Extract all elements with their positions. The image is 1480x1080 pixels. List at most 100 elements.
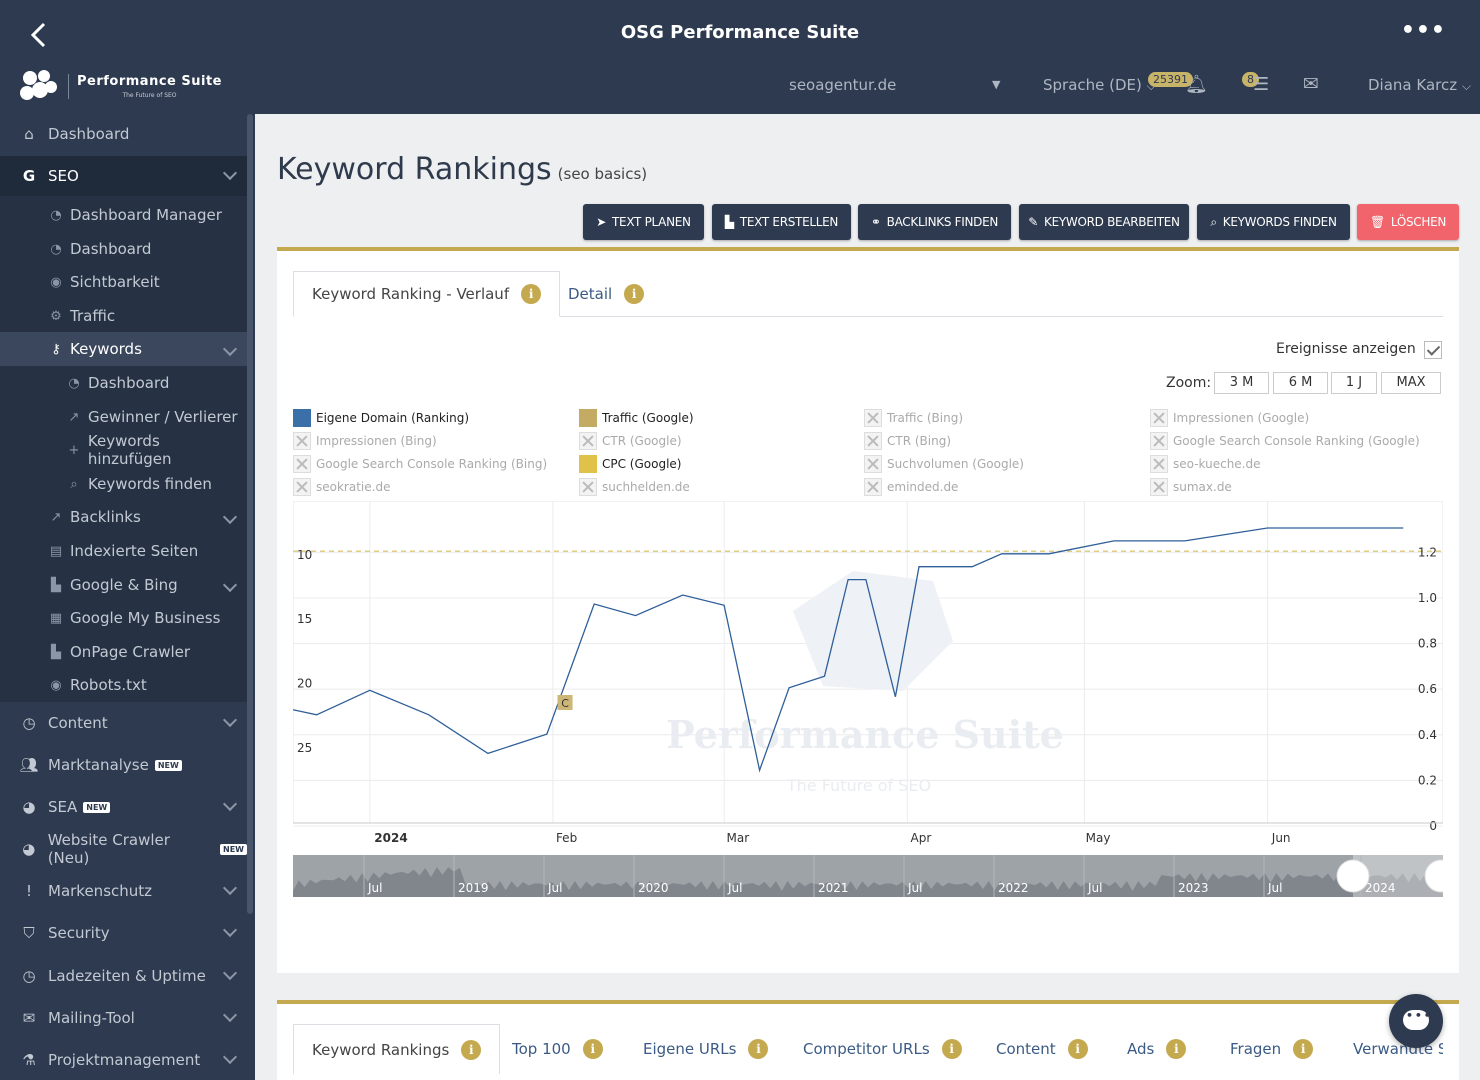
tab-keyword-rankings[interactable]: Keyword Rankings i [293,1024,501,1074]
info-icon[interactable]: i [1166,1039,1187,1059]
info-icon[interactable]: i [1293,1039,1314,1059]
navigator-label: Jul [907,881,922,895]
legend-disabled-icon [1150,478,1168,496]
bell-icon[interactable]: 🔔︎ [1185,74,1208,95]
sidebar-item-sea[interactable]: ◕ SEA NEW [0,787,247,827]
sidebar-item-markenschutz[interactable]: ! Markenschutz [0,871,247,911]
info-icon[interactable]: i [1067,1039,1088,1059]
user-menu[interactable]: Diana Karcz ⌵ [1368,76,1471,94]
sidebar-item-keywords-dashboard[interactable]: ◔ Dashboard [0,366,247,400]
legend-item[interactable]: Impressionen (Google) [1150,409,1309,427]
legend-item[interactable]: sumax.de [1150,478,1232,496]
chevron-down-icon [222,965,238,981]
back-button[interactable] [26,20,52,50]
language-select[interactable]: Sprache (DE) ⌵ [1043,76,1156,94]
tab-top-100[interactable]: Top 100 i [512,1024,603,1074]
sidebar-item-gewinner-verlierer[interactable]: ↗ Gewinner / Verlierer [0,400,247,434]
flask-icon: ⚗ [22,1051,36,1069]
sidebar-item-sichtbarkeit[interactable]: ◉ Sichtbarkeit [0,265,247,299]
mail-icon[interactable]: ✉ [1303,73,1319,95]
sidebar-item-indexierte-seiten[interactable]: ▤ Indexierte Seiten [49,542,199,560]
sidebar-item-security[interactable]: ⛉ Security [0,913,247,953]
series-line-eigene-domain [293,527,1404,773]
y-right-tick-label: 1.2 [1418,545,1437,559]
legend-item[interactable]: Google Search Console Ranking (Google) [1150,432,1420,450]
legend-label: CTR (Bing) [887,434,952,448]
more-options-button[interactable]: ••• [1400,18,1446,43]
legend-item[interactable]: CTR (Bing) [864,432,951,450]
domain-select[interactable]: seoagentur.de ▼ [789,76,1000,94]
sidebar-item-google-my-business[interactable]: ▦ Google My Business [49,609,221,627]
events-checkbox[interactable] [1424,341,1442,359]
logo[interactable]: Performance Suite The Future of SEO [18,66,238,106]
sidebar-item-projektmanagement[interactable]: ⚗ Projektmanagement [0,1040,247,1080]
sidebar-item-onpage-crawler[interactable]: ▙ OnPage Crawler [0,635,247,669]
sidebar-item-dashboard-manager[interactable]: ◔ Dashboard Manager [0,198,247,232]
sidebar-item-keywords-hinzufuegen[interactable]: + Keywords hinzufügen [0,432,247,468]
legend-disabled-icon [293,478,311,496]
sidebar-item-traffic[interactable]: ⚙ Traffic [0,299,247,333]
info-icon[interactable]: i [748,1039,769,1059]
x-tick-label: 2024 [374,831,407,845]
keyword-bearbeiten-button[interactable]: ✎ KEYWORD BEARBEITEN [1019,204,1189,240]
sidebar-item-keywords[interactable]: ⚷ Keywords [0,332,247,366]
sidebar-item-dashboard[interactable]: ⌂ Dashboard [0,114,247,154]
legend-item[interactable]: Eigene Domain (Ranking) [293,409,469,427]
text-planen-button[interactable]: ➤ TEXT PLANEN [583,204,704,240]
text-erstellen-button[interactable]: ▙ TEXT ERSTELLEN [712,204,851,240]
legend-item[interactable]: Suchvolumen (Google) [864,455,1024,473]
legend-item[interactable]: Traffic (Bing) [864,409,963,427]
info-icon[interactable]: i [941,1039,962,1059]
keywords-finden-button[interactable]: ⌕ KEYWORDS FINDEN [1197,204,1350,240]
info-icon[interactable]: i [461,1039,482,1060]
legend-item[interactable]: CTR (Google) [579,432,682,450]
legend-disabled-icon [1150,455,1168,473]
navigator-handle-left[interactable] [1336,859,1370,893]
sidebar-item-backlinks[interactable]: ↗ Backlinks [0,500,247,534]
zoom-3m-button[interactable]: 3 M [1214,372,1269,394]
legend-item[interactable]: seo-kueche.de [1150,455,1261,473]
legend-item[interactable]: eminded.de [864,478,958,496]
tasks-list-icon[interactable]: ☰ [1253,74,1270,95]
zoom-1j-button[interactable]: 1 J [1331,372,1377,394]
search-icon: ⌕ [1210,214,1217,229]
info-icon[interactable]: i [521,284,542,304]
tab-competitor-urls[interactable]: Competitor URLs i [803,1024,962,1074]
sidebar-scrollbar[interactable] [247,114,253,914]
legend-item[interactable]: Traffic (Google) [579,409,694,427]
edit-icon: ✎ [1028,215,1039,229]
loeschen-button[interactable]: 🗑︎ LÖSCHEN [1357,204,1459,240]
tab-content[interactable]: Content i [996,1024,1088,1074]
sidebar-item-ladezeiten[interactable]: ◷ Ladezeiten & Uptime [0,956,247,996]
sidebar-item-content[interactable]: ◷ Content [0,703,247,743]
legend-label: Google Search Console Ranking (Bing) [316,457,548,471]
info-icon[interactable]: i [624,284,645,304]
sidebar-item-website-crawler[interactable]: ◕ Website Crawler (Neu) NEW [0,829,247,869]
ranking-chart[interactable]: Performance Suite The Future of SEO 10 15 20… [293,501,1443,901]
tab-detail[interactable]: Detail i [568,271,645,317]
sidebar-item-marktanalyse[interactable]: 👥︎ Marktanalyse NEW [0,745,247,785]
sidebar-item-mailing-tool[interactable]: ✉ Mailing-Tool [0,998,247,1038]
sidebar-item-robots-txt[interactable]: ◉ Robots.txt [0,668,247,702]
zoom-max-button[interactable]: MAX [1381,372,1441,394]
sidebar-item-google-bing[interactable]: ▙ Google & Bing [0,568,247,602]
navigator-label: 2023 [1178,881,1209,895]
navigator-handle-right[interactable] [1424,859,1443,893]
chat-button[interactable] [1389,994,1443,1048]
info-icon[interactable]: i [582,1039,603,1059]
sidebar-item-keywords-finden[interactable]: ⌕ Keywords finden [0,467,247,501]
backlinks-finden-button[interactable]: ⚭ BACKLINKS FINDEN [858,204,1011,240]
zoom-6m-button[interactable]: 6 M [1273,372,1328,394]
tab-ads[interactable]: Ads i [1127,1024,1187,1074]
legend-item[interactable]: Impressionen (Bing) [293,432,437,450]
tab-keyword-ranking-verlauf[interactable]: Keyword Ranking - Verlauf i [293,271,561,317]
legend-item[interactable]: Google Search Console Ranking (Bing) [293,455,547,473]
tab-fragen[interactable]: Fragen i [1230,1024,1314,1074]
sidebar-item-seo[interactable]: G SEO [0,156,247,196]
event-marker [557,695,573,710]
legend-item[interactable]: seokratie.de [293,478,390,496]
tab-eigene-urls[interactable]: Eigene URLs i [643,1024,769,1074]
sidebar-item-seo-dashboard[interactable]: ◔ Dashboard [0,232,247,266]
legend-item[interactable]: suchhelden.de [579,478,690,496]
legend-item[interactable]: CPC (Google) [579,455,682,473]
